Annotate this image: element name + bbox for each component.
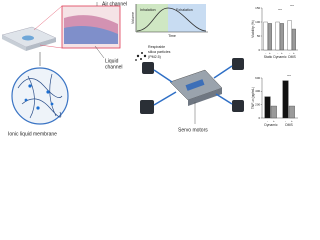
significance: ***	[287, 74, 291, 78]
x-tick-label: Dynamic	[264, 123, 277, 127]
x-tick-label: DMS	[285, 123, 293, 127]
bar	[275, 21, 280, 51]
time-label: Time	[168, 34, 176, 38]
y-tick-label: 0	[259, 116, 261, 120]
x-tick-label: DMS	[288, 55, 296, 59]
x-tick-label: Static	[264, 55, 273, 59]
figure: Air channel Liquid channel Ionic liquid …	[1, 1, 298, 137]
phase-label: Inhalation	[140, 8, 156, 12]
x-tick-label: Dynamic	[273, 55, 286, 59]
exhalation-zone	[168, 4, 206, 32]
y-tick-label: 600	[255, 76, 260, 80]
significance: ***	[278, 8, 282, 12]
particles-label: Respirable	[148, 45, 165, 49]
bar	[264, 96, 271, 119]
series-label: +	[291, 119, 293, 123]
servo-label: Servo motors	[178, 127, 208, 133]
volume-curve	[136, 7, 207, 32]
phase-label: Exhalation	[176, 8, 193, 12]
ions	[24, 84, 54, 110]
series-label: -	[267, 119, 268, 123]
bar	[263, 21, 268, 51]
particles	[135, 52, 147, 61]
y-tick-label: 50	[257, 34, 261, 38]
particles-label: silica particles	[148, 50, 171, 54]
significance: ***	[290, 4, 294, 8]
volume-label: Volume	[131, 12, 135, 24]
chip	[1, 2, 121, 59]
series-label: +	[269, 51, 271, 55]
inhalation-zone	[136, 4, 168, 32]
series-label: +	[281, 51, 283, 55]
membrane-label: Ionic liquid membrane	[8, 131, 57, 137]
y-tick-label: 150	[255, 6, 260, 10]
series-label: +	[293, 51, 295, 55]
y-tick-label: 200	[255, 102, 260, 106]
bar	[270, 105, 277, 119]
series-label: +	[273, 119, 275, 123]
y-tick-label: 0	[259, 48, 261, 52]
y-tick-label: 400	[255, 89, 260, 93]
y-axis-label: TNF-α (pg/mL)	[251, 87, 255, 109]
y-tick-label: 100	[255, 20, 260, 24]
series-label: -	[265, 51, 266, 55]
y-axis-label: Viability (%)	[251, 20, 255, 38]
particles-label: (PM2.5)	[148, 55, 161, 59]
page: Air channel Liquid channel Ionic liquid …	[1, 1, 298, 138]
liquid-channel-label: Liquid	[105, 58, 119, 64]
network	[17, 73, 63, 119]
series-label: -	[289, 51, 290, 55]
air-channel-label: Air channel	[102, 1, 127, 7]
series-label: -	[277, 51, 278, 55]
bar	[288, 105, 295, 119]
bar	[279, 23, 284, 51]
bar	[291, 28, 296, 51]
device	[140, 58, 244, 124]
axes	[135, 4, 208, 33]
bar	[287, 20, 292, 51]
bar	[267, 23, 272, 51]
series-label: -	[285, 119, 286, 123]
bar	[282, 80, 289, 119]
membrane	[11, 67, 69, 125]
liquid-channel-label: channel	[105, 64, 123, 70]
